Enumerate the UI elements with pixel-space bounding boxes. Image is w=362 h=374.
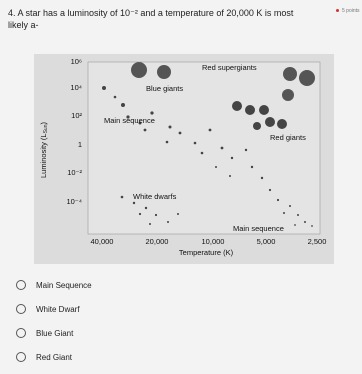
option-label: Red Giant	[36, 352, 73, 362]
plot-area	[87, 61, 321, 235]
y-tick-label: 1	[78, 140, 82, 149]
y-axis-label: Luminosity (LSun)	[39, 121, 49, 178]
y-ticks: 10⁶ 10⁴ 10² 1 10⁻² 10⁻⁴	[66, 57, 82, 206]
option[interactable]: Red Giant	[16, 352, 72, 362]
region-label: Blue giants	[146, 84, 183, 93]
x-tick-label: 20,000	[146, 237, 169, 246]
points-text: 5 points	[342, 8, 360, 14]
x-tick-label: 2,500	[308, 237, 327, 246]
radio[interactable]	[16, 280, 26, 290]
y-tick-label: 10²	[71, 111, 82, 120]
y-label-sub: Sun	[43, 124, 49, 133]
region-labels: Red supergiants Blue giants Main sequenc…	[104, 63, 306, 233]
stars	[102, 62, 315, 227]
y-tick-label: 10⁻²	[67, 168, 82, 177]
region-label: Red supergiants	[202, 63, 257, 72]
option-label: Main Sequence	[36, 280, 92, 290]
region-label: White dwarfs	[133, 192, 177, 201]
x-ticks: 40,000 20,000 10,000 5,000 2,500	[91, 237, 327, 246]
region-label: Main sequence	[104, 116, 155, 125]
y-label-end: )	[39, 121, 48, 124]
option[interactable]: White Dwarf	[16, 304, 80, 314]
radio[interactable]	[16, 328, 26, 338]
option[interactable]: Main Sequence	[16, 280, 92, 290]
radio[interactable]	[16, 304, 26, 314]
y-tick-label: 10⁻⁴	[66, 197, 82, 206]
x-tick-label: 5,000	[257, 237, 276, 246]
option[interactable]: Blue Giant	[16, 328, 73, 338]
points: 5 points	[336, 8, 360, 14]
radio[interactable]	[16, 352, 26, 362]
option-label: White Dwarf	[36, 304, 80, 314]
region-label: Main sequence	[233, 224, 284, 233]
x-tick-label: 10,000	[202, 237, 225, 246]
option-label: Blue Giant	[36, 328, 74, 338]
question: 4. A star has a luminosity of 10⁻² and a…	[8, 8, 294, 30]
region-label: Red giants	[270, 133, 306, 142]
x-tick-label: 40,000	[91, 237, 114, 246]
y-label-text: Luminosity (L	[39, 133, 48, 178]
x-axis-label: Temperature (K)	[179, 248, 234, 257]
y-tick-label: 10⁴	[70, 83, 82, 92]
y-tick-label: 10⁶	[71, 57, 82, 66]
